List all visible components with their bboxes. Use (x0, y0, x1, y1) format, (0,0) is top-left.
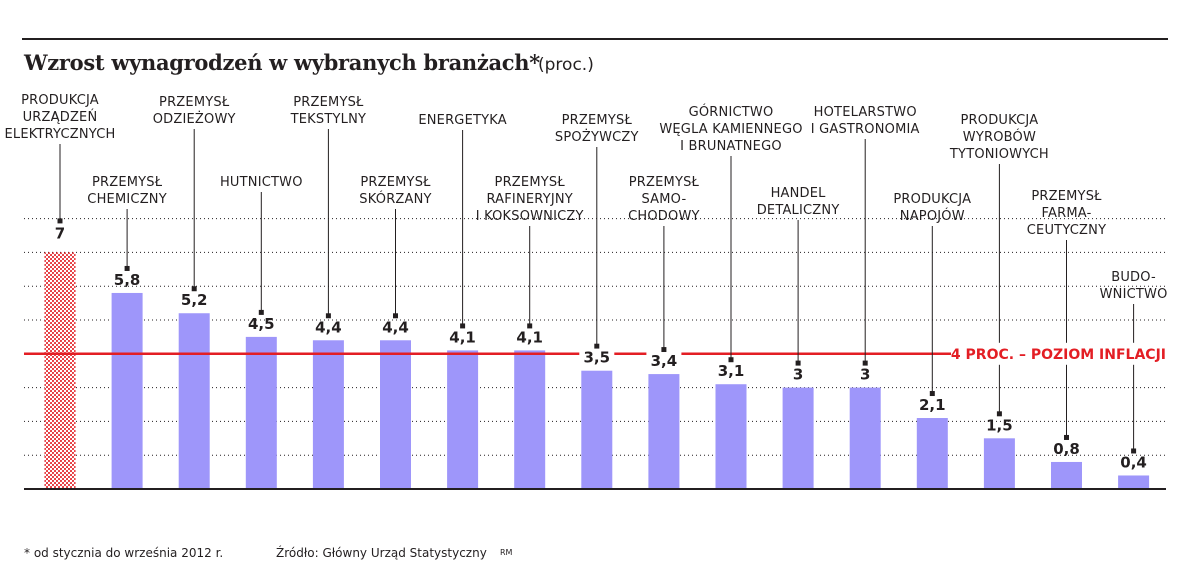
value-label: 3,1 (718, 362, 745, 380)
bar (178, 313, 210, 489)
leader-dot (460, 323, 466, 329)
value-label: 4,4 (382, 318, 409, 336)
category-label: HANDEL DETALICZNY (757, 186, 840, 218)
bar-highlight (44, 252, 76, 489)
reference-label-bg (951, 342, 1166, 365)
value-label: 3 (793, 366, 803, 384)
reference-label: 4 PROC. – POZIOM INFLACJI (951, 347, 1166, 363)
category-label: PRZEMYSŁ TEKSTYLNY (290, 95, 367, 127)
bar-chart: PRODUKCJA URZĄDZEŃ ELEKTRYCZNYCH 7 PRZEMYSŁ C… (5, 93, 1168, 490)
category-label: BUDO-WNICTWO (1100, 270, 1168, 302)
leader-dot (1064, 434, 1069, 440)
category-label: PRZEMYSŁ CHEMICZNY (87, 175, 167, 207)
leader-dot (393, 313, 398, 319)
category-label: PRODUKCJA URZĄDZEŃ ELEKTRYCZNYCH (5, 93, 116, 142)
bar (983, 438, 1015, 489)
category-label: PRZEMYSŁ ODZIEŻOWY (153, 95, 236, 127)
leader-dot (795, 360, 801, 366)
value-label: 4,1 (516, 328, 543, 346)
bar (447, 350, 479, 489)
category-label: HOTELARSTWO I GASTRONOMIA (811, 105, 920, 137)
value-label: 0,4 (1120, 453, 1147, 471)
bar (648, 374, 680, 489)
value-label: 4,4 (315, 318, 342, 336)
chart-title: Wzrost wynagrodzeń w wybranych branżach* (24, 50, 540, 75)
top-rule (22, 38, 1168, 40)
leader-dot (996, 411, 1002, 417)
bar (514, 350, 546, 489)
bar (245, 336, 277, 489)
leader-dot (325, 313, 331, 319)
category-label: PRZEMYSŁ SPOŻYWCZY (555, 113, 639, 145)
value-label-halo (646, 352, 682, 371)
value-label: 4,1 (449, 328, 476, 346)
value-label: 3,4 (651, 352, 678, 370)
bar (782, 387, 814, 489)
value-label: 1,5 (986, 416, 1013, 434)
leader-dot (124, 265, 130, 271)
bar (380, 340, 411, 489)
category-label: PRODUKCJA WYROBÓW TYTONIOWYCH (949, 113, 1049, 162)
value-label: 0,8 (1053, 440, 1080, 458)
leader-dot (728, 357, 734, 363)
leader-dot (191, 286, 197, 292)
bar (916, 418, 948, 489)
leader-dot (929, 391, 935, 397)
chart-unit: (proc.) (538, 55, 594, 75)
category-label: HUTNICTWO (220, 175, 303, 190)
bar (1051, 461, 1082, 489)
category-label: GÓRNICTWO WĘGLA KAMIENNEGO I BRUNATNEGO (659, 104, 802, 154)
bar (715, 384, 747, 489)
value-label-halo (579, 348, 615, 367)
footnote: * od stycznia do września 2012 r. (24, 546, 224, 560)
bar (849, 387, 881, 489)
leader-dot (594, 343, 600, 349)
value-label: 7 (55, 224, 65, 242)
category-label: PRZEMYSŁ FARMA-CEUTYCZNY (1027, 189, 1106, 238)
category-label: PRZEMYSŁ SAMO-CHODOWY (628, 175, 700, 224)
leader-dot (57, 218, 63, 224)
value-label: 3,5 (584, 349, 611, 367)
category-label: PRZEMYSŁ SKÓRZANY (359, 175, 431, 207)
value-label: 2,1 (919, 396, 946, 414)
leader-dot (1131, 448, 1137, 454)
leader-dot (661, 347, 667, 353)
value-label: 5,2 (181, 291, 208, 309)
leader-dot (862, 360, 868, 366)
value-label: 5,8 (114, 271, 141, 289)
bar (1118, 475, 1150, 489)
bar (111, 292, 143, 489)
author-credit: RM (500, 548, 513, 557)
bar (312, 340, 344, 489)
value-label: 4,5 (248, 315, 275, 333)
category-label: ENERGETYKA (418, 113, 507, 128)
category-label: PRZEMYSŁ RAFINERYJNY I KOKSOWNICZY (476, 175, 584, 224)
bar (581, 370, 613, 489)
source-note: Źródło: Główny Urząd Statystyczny (276, 546, 487, 560)
leader-dot (258, 309, 264, 315)
value-label: 3 (860, 366, 870, 384)
leader-dot (527, 323, 533, 329)
category-label: PRODUKCJA NAPOJÓW (893, 192, 971, 224)
